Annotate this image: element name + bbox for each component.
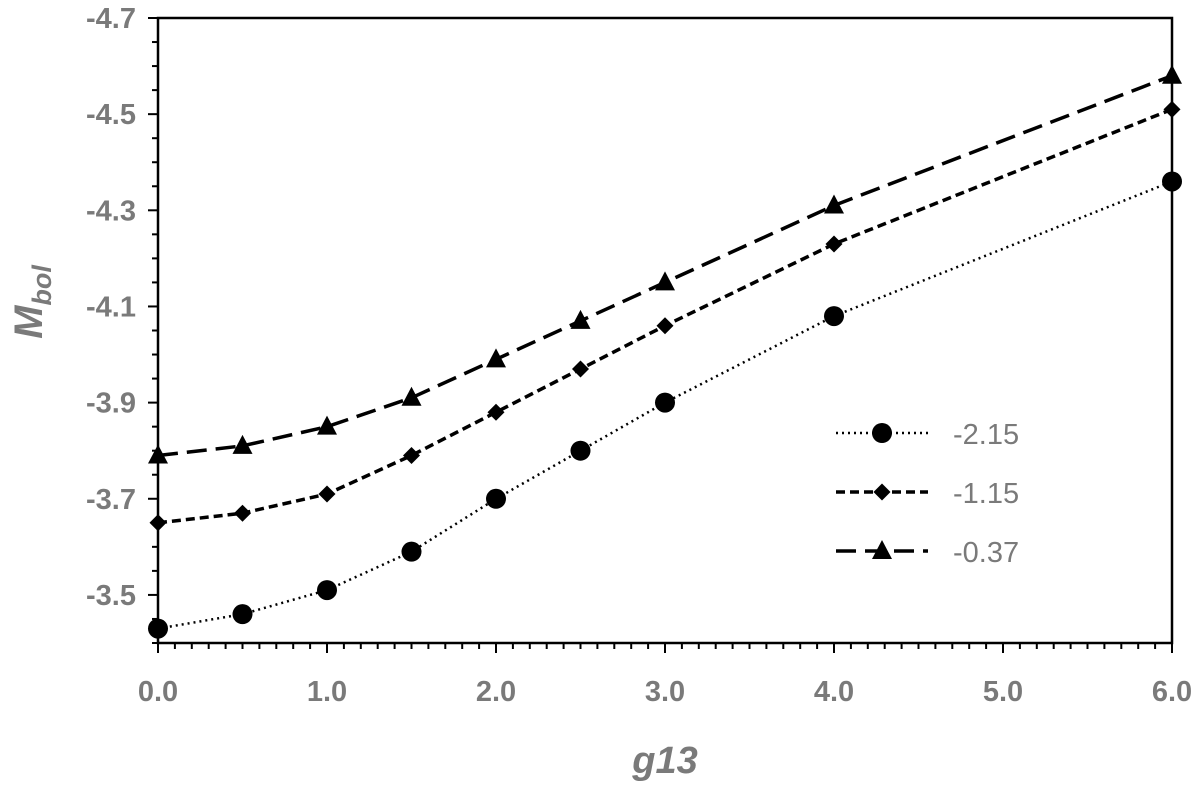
legend-label: -0.37 (953, 537, 1019, 569)
data-point-triangle (824, 194, 844, 214)
y-tick-label: -3.9 (86, 388, 136, 420)
data-point-circle (570, 440, 591, 461)
x-tick-label: 1.0 (307, 676, 347, 708)
data-point-triangle (486, 348, 506, 368)
series-0 (148, 171, 1182, 639)
x-tick-label: 3.0 (645, 676, 685, 708)
legend-marker (873, 483, 891, 501)
data-point-triangle (401, 386, 422, 406)
data-point-diamond (487, 403, 505, 421)
data-point-circle (824, 306, 844, 327)
data-point-triangle (1162, 64, 1182, 84)
y-tick-label: -4.7 (86, 3, 136, 35)
y-tick-label: -4.1 (86, 291, 136, 323)
y-axis-title: Mbol (7, 265, 57, 339)
series-line (157, 107, 1173, 525)
data-point-circle (148, 618, 168, 639)
data-point-triangle (232, 434, 253, 454)
data-point-triangle (148, 444, 168, 464)
y-tick-label: -3.7 (86, 484, 136, 516)
legend-label: -1.15 (953, 478, 1019, 510)
legend-label: -2.15 (953, 419, 1019, 451)
data-point-circle (486, 488, 506, 509)
data-point-diamond (1163, 100, 1181, 118)
data-point-diamond (572, 360, 589, 378)
data-point-circle (232, 604, 253, 625)
data-point-circle (401, 541, 422, 562)
x-tick-label: 0.0 (138, 676, 178, 708)
data-point-circle (317, 580, 337, 601)
x-tick-label: 6.0 (1152, 676, 1192, 708)
x-tick-label: 4.0 (814, 676, 854, 708)
y-tick-label: -4.5 (86, 99, 136, 131)
legend: -2.15 -1.15 -0.37 (836, 419, 1019, 569)
data-point-diamond (149, 514, 167, 532)
data-point-triangle (655, 271, 675, 291)
legend-marker (872, 540, 892, 559)
data-point-triangle (570, 309, 591, 329)
legend-item: -2.15 (836, 419, 1019, 451)
x-axis-title: g13 (631, 740, 697, 782)
x-tick-label: 5.0 (983, 676, 1023, 708)
y-axis-title-main: M (7, 304, 51, 339)
data-point-diamond (403, 447, 420, 464)
axis-ticks: 0.0 1.0 2.0 3.0 4.0 5.0 6.0 -3.5 -3.7 -3.9 -4.1 -4.… (86, 3, 1192, 708)
series-group (148, 64, 1182, 639)
legend-marker (872, 423, 892, 443)
data-point-diamond (234, 504, 251, 522)
legend-item: -1.15 (836, 478, 1019, 510)
legend-item: -0.37 (836, 537, 1019, 569)
data-point-diamond (318, 485, 336, 503)
data-point-diamond (825, 235, 843, 253)
data-point-circle (655, 392, 675, 413)
y-tick-label: -4.3 (86, 195, 136, 227)
data-point-circle (1162, 171, 1182, 192)
series-2 (148, 64, 1182, 464)
series-1 (149, 100, 1181, 532)
y-axis-title-sub: bol (27, 265, 57, 306)
data-point-triangle (317, 415, 337, 435)
y-tick-label: -3.5 (86, 580, 136, 612)
x-tick-label: 2.0 (476, 676, 516, 708)
data-point-diamond (656, 317, 674, 335)
